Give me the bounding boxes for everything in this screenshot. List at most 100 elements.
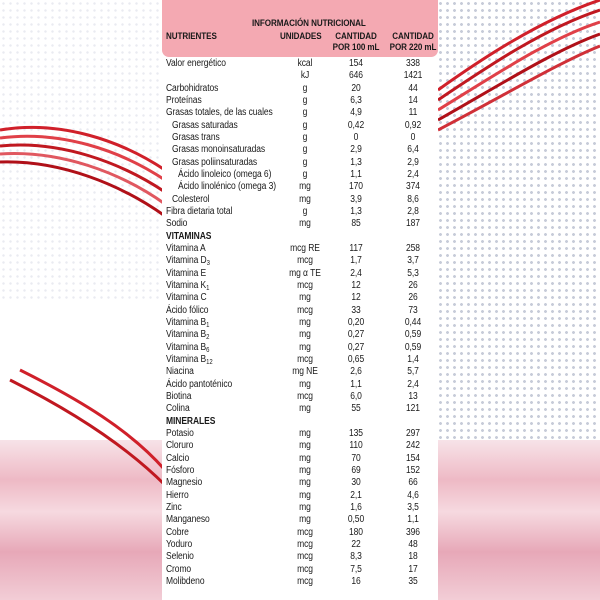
table-row: Colesterol mg 3,9 8,6 [162, 194, 438, 206]
table-row: Vitamina A mcg RE 117 258 [162, 243, 438, 255]
unit: mcg [297, 255, 313, 267]
value-per-220ml: 2,8 [407, 205, 419, 217]
nutrient-name: Fibra dietaria total [166, 205, 233, 217]
table-row: Valor energético kcal 154 338 [162, 58, 438, 70]
value-per-220ml: 258 [406, 242, 420, 254]
table-row: Carbohidratos g 20 44 [162, 83, 438, 95]
table-row: Vitamina B12 mcg 0,65 1,4 [162, 354, 438, 366]
unit: mg [299, 341, 311, 353]
value-per-220ml: 2,9 [407, 156, 419, 168]
value-per-100ml: 170 [349, 181, 363, 193]
value-per-220ml: 44 [408, 82, 418, 94]
table-row: kJ 646 1421 [162, 70, 438, 82]
unit: g [302, 144, 308, 156]
value-per-100ml: 3,9 [350, 193, 362, 205]
value-per-100ml: 135 [349, 427, 363, 439]
nutrient-name: Carbohidratos [166, 82, 219, 94]
unit: kJ [300, 70, 310, 82]
nutrient-name: Ácido pantoténico [166, 378, 233, 390]
table-row: Grasas totales, de las cuales g 4,9 11 [162, 107, 438, 119]
value-per-100ml: 20 [351, 82, 361, 94]
dot-pattern-left [0, 0, 162, 300]
value-per-220ml: 3,7 [407, 255, 419, 267]
value-per-100ml: 110 [349, 440, 363, 452]
value-per-100ml: 70 [351, 452, 361, 464]
table-row: Proteínas g 6,3 14 [162, 95, 438, 107]
value-per-220ml: 26 [408, 279, 418, 291]
value-per-100ml: 0,42 [347, 119, 365, 131]
unit: mg [299, 440, 311, 452]
nutrient-name: Cromo [166, 563, 192, 575]
unit: mcg [297, 551, 313, 563]
unit: g [302, 119, 308, 131]
value-per-220ml: 0 [410, 131, 416, 143]
nutrient-name: Grasas saturadas [172, 119, 238, 131]
value-per-100ml: 2,4 [350, 267, 362, 279]
unit: mg [299, 514, 311, 526]
table-title: INFORMACIÓN NUTRICIONAL [252, 18, 366, 29]
nutrient-name: Colina [166, 403, 190, 415]
unit: mcg [297, 279, 313, 291]
value-per-100ml: 2,9 [350, 144, 362, 156]
value-per-100ml: 1,7 [350, 255, 362, 267]
nutrient-name: Sodio [166, 218, 188, 230]
nutrient-name: Grasas trans [172, 131, 220, 143]
value-per-100ml: 154 [349, 58, 363, 69]
nutrient-name: Grasas poliinsaturadas [172, 156, 258, 168]
nutrient-name: Ácido linolénico (omega 3) [178, 181, 276, 193]
nutrient-name: Ácido linoleico (omega 6) [178, 168, 272, 180]
nutrient-name: Grasas totales, de las cuales [166, 107, 273, 119]
unit: g [302, 205, 308, 217]
value-per-100ml: 12 [351, 292, 361, 304]
value-per-100ml: 1,3 [350, 156, 362, 168]
nutrient-name: Zinc [166, 501, 182, 513]
nutrient-subscript: 1 [206, 284, 210, 292]
value-per-220ml: 4,6 [407, 489, 419, 501]
unit: mg [299, 329, 311, 341]
value-per-220ml: 154 [406, 452, 420, 464]
nutrient-name: Vitamina B12 [166, 353, 213, 366]
nutrient-name: Yoduro [166, 538, 193, 550]
header-nutrients: NUTRIENTES [166, 31, 217, 42]
value-per-100ml: 16 [351, 575, 361, 587]
table-row: Biotina mcg 6,0 13 [162, 391, 438, 403]
value-per-220ml: 396 [406, 526, 420, 538]
table-row: Niacina mg NE 2,6 5,7 [162, 366, 438, 378]
value-per-100ml: 646 [349, 70, 363, 82]
value-per-100ml: 6,0 [350, 390, 362, 402]
value-per-220ml: 0,59 [404, 329, 422, 341]
value-per-100ml: 1,1 [350, 168, 362, 180]
nutrient-name: Valor energético [166, 58, 226, 69]
nutrient-name: Biotina [166, 390, 192, 402]
value-per-220ml: 1421 [403, 70, 423, 82]
nutrient-name: Vitamina B1 [166, 316, 210, 329]
value-per-220ml: 0,92 [404, 119, 422, 131]
unit: mg [299, 403, 311, 415]
nutrient-subscript: 3 [206, 260, 210, 268]
value-per-100ml: 2,1 [350, 489, 362, 501]
table-row: Vitamina B2 mg 0,27 0,59 [162, 329, 438, 341]
unit: mcg [297, 304, 313, 316]
value-per-100ml: 22 [351, 538, 361, 550]
value-per-100ml: 6,3 [350, 94, 362, 106]
table-header: INFORMACIÓN NUTRICIONAL NUTRIENTES UNIDA… [162, 0, 438, 57]
value-per-220ml: 121 [406, 403, 420, 415]
table-row: Vitamina K1 mcg 12 26 [162, 280, 438, 292]
unit: g [302, 156, 308, 168]
unit: mg [299, 464, 311, 476]
value-per-100ml: 7,5 [350, 563, 362, 575]
value-per-220ml: 2,4 [407, 378, 419, 390]
value-per-220ml: 13 [408, 390, 418, 402]
section-heading-row: MINERALES [162, 416, 438, 428]
value-per-220ml: 8,6 [407, 193, 419, 205]
nutrient-name: Niacina [166, 366, 194, 378]
unit: mg [299, 316, 311, 328]
unit: kcal [297, 58, 313, 69]
value-per-100ml: 0,65 [347, 353, 365, 365]
value-per-100ml: 117 [349, 242, 363, 254]
value-per-220ml: 5,7 [407, 366, 419, 378]
value-per-100ml: 0,50 [347, 514, 365, 526]
value-per-100ml: 0,27 [347, 329, 365, 341]
nutrient-name: Vitamina A [166, 242, 206, 254]
value-per-220ml: 5,3 [407, 267, 419, 279]
